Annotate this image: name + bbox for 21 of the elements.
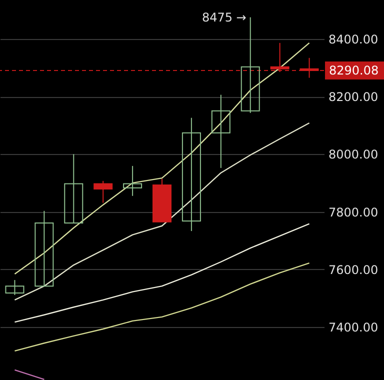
candlestick [5,280,24,296]
ref-line-label: 8290.08 [329,64,379,78]
candlestick [64,154,84,224]
annotation: 8475 → [202,10,246,24]
y-tick-label: 8400.00 [328,32,378,46]
candlestick [94,180,113,204]
candlestick [211,94,230,168]
line-series [14,262,310,352]
y-tick-label: 7400.00 [328,320,378,334]
candlestick [270,42,290,73]
candlestick [182,117,201,232]
y-tick-label: 7600.00 [328,262,378,277]
y-tick-label: 8200.00 [328,90,378,104]
line-series [14,42,310,275]
candlestick [34,210,54,287]
line-series [14,122,310,301]
line-series [14,223,310,323]
y-tick-label: 8000.00 [328,148,378,162]
candlestick [300,57,319,78]
candlestick [123,165,142,196]
y-tick-label: 7800.00 [328,205,378,220]
